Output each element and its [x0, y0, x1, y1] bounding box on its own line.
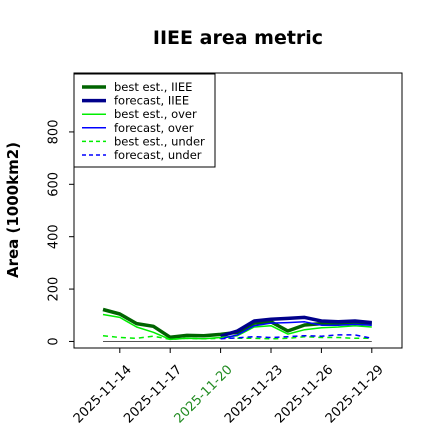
series-line-1: [220, 315, 372, 338]
chart-title: IIEE area metric: [153, 27, 323, 49]
series-line-5: [220, 334, 372, 340]
y-tick-label: 600: [47, 172, 62, 197]
y-tick-label: 400: [47, 224, 62, 249]
series-line-0: [102, 307, 372, 340]
legend-label-5: forecast, under: [114, 148, 202, 162]
legend-box: [73, 73, 216, 168]
series-line-2: [102, 313, 372, 341]
legend-label-1: forecast, IIEE: [114, 94, 189, 108]
y-tick-label: 200: [47, 277, 62, 302]
y-tick-label: 800: [47, 120, 62, 145]
legend-label-0: best est., IIEE: [114, 80, 192, 94]
legend-label-3: forecast, over: [114, 121, 194, 135]
series-line-4: [102, 334, 372, 341]
series-layer: [102, 307, 372, 341]
y-tick-label: 0: [47, 337, 62, 345]
plot-frame: [73, 72, 403, 349]
series-line-3: [220, 321, 372, 340]
y-axis-label: Area (1000km2): [4, 142, 22, 278]
legend-label-4: best est., under: [114, 134, 205, 148]
legend-label-2: best est., over: [114, 107, 197, 121]
